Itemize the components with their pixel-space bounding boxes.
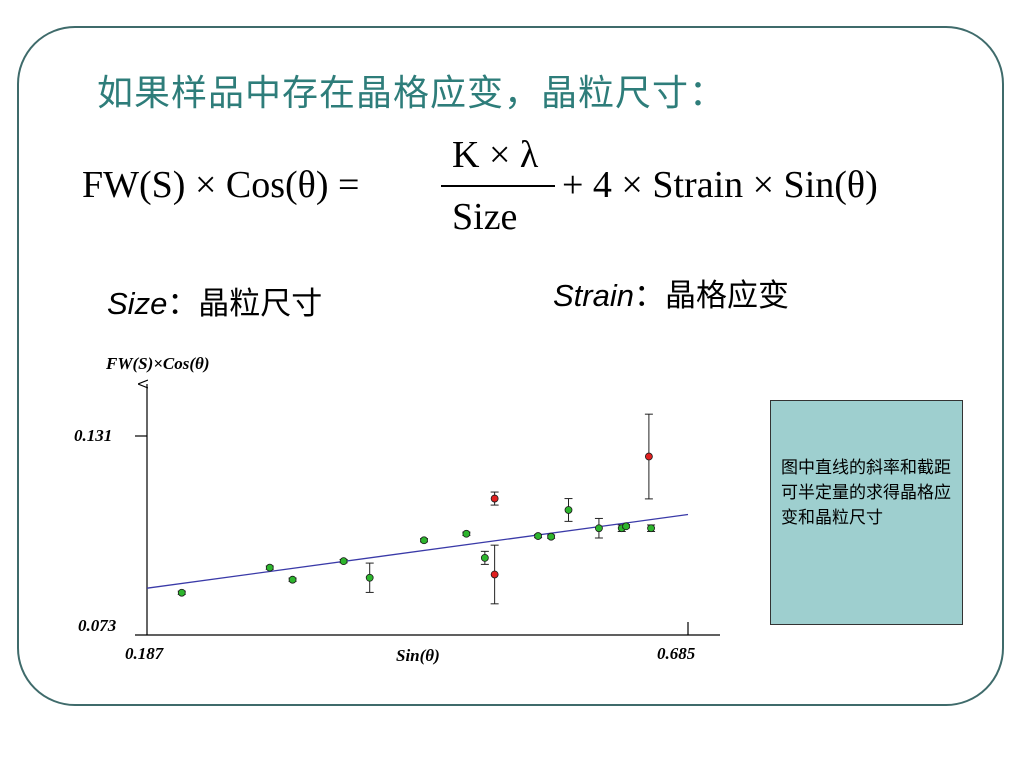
note-text: 图中直线的斜率和截距可半定量的求得晶格应变和晶粒尺寸 (781, 458, 951, 528)
definition-size: Size：晶粒尺寸 (107, 278, 322, 323)
slide-frame (17, 26, 1004, 706)
x-tick-label: 0.685 (657, 644, 696, 663)
data-point (339, 557, 348, 566)
chart-marks (146, 413, 689, 605)
data-point (177, 588, 186, 597)
data-point (595, 524, 603, 533)
data-point (622, 522, 630, 531)
definition-description: ：晶格应变 (633, 278, 789, 314)
formula-numerator: K × λ (452, 134, 539, 176)
note-box: 图中直线的斜率和截距可半定量的求得晶格应变和晶粒尺寸 (770, 400, 963, 625)
data-point (534, 532, 542, 540)
x-tick-label: 0.187 (125, 644, 165, 663)
data-point (490, 494, 499, 503)
data-point (462, 529, 471, 538)
formula-denominator: Size (452, 196, 518, 238)
fraction-bar (441, 185, 555, 187)
data-point (265, 563, 274, 572)
data-point (564, 506, 573, 514)
formula-lhs: FW(S) × Cos(θ) = (82, 164, 360, 206)
data-point (490, 570, 499, 579)
data-point (647, 524, 655, 533)
definition-term: Size (107, 286, 168, 321)
fit-line (146, 513, 689, 589)
definition-description: ：晶粒尺寸 (167, 286, 323, 322)
data-point (644, 452, 653, 461)
data-point (288, 575, 297, 584)
y-tick-label: 0.131 (74, 426, 112, 445)
definition-strain: Strain：晶格应变 (553, 270, 789, 315)
data-point (420, 536, 428, 545)
x-axis-label: Sin(θ) (396, 646, 440, 665)
definition-term: Strain (553, 278, 634, 313)
data-point (547, 532, 556, 541)
data-point (480, 553, 489, 562)
slide-title: 如果样品中存在晶格应变，晶粒尺寸： (97, 73, 727, 114)
y-tick-label: 0.073 (78, 616, 117, 635)
formula-rhs: + 4 × Strain × Sin(θ) (562, 164, 878, 206)
data-point (365, 573, 374, 582)
y-axis-label: FW(S)×Cos(θ) (105, 354, 210, 373)
